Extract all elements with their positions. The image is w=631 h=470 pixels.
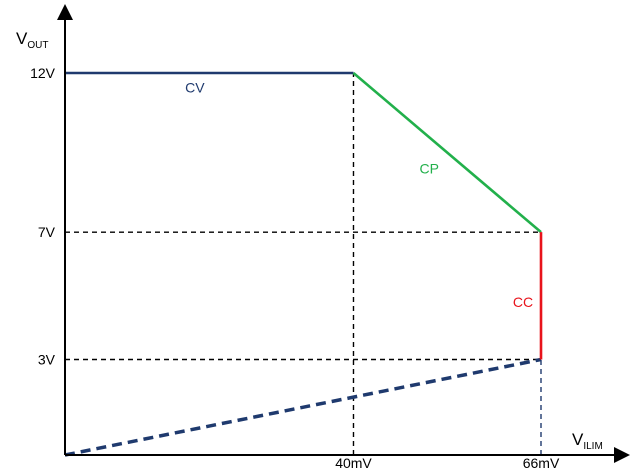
- y-axis-title-sub: OUT: [27, 40, 48, 51]
- x-tick-label-66: 66mV: [523, 455, 560, 470]
- x-tick-label-40: 40mV: [335, 455, 372, 470]
- y-tick-label-7: 7V: [38, 224, 56, 240]
- y-axis-title: VOUT: [16, 29, 48, 51]
- segment-label-cc: CC: [513, 294, 533, 310]
- y-tick-labels: 3V 7V 12V: [30, 65, 56, 368]
- x-tick-labels: 40mV 66mV: [335, 455, 560, 470]
- x-axis-title-main: V: [572, 430, 584, 449]
- y-tick-label-12: 12V: [30, 65, 56, 81]
- y-tick-label-3: 3V: [38, 352, 56, 368]
- dashed-line: [64, 357, 542, 457]
- guide-lines: [65, 73, 542, 455]
- segment-label-cp: CP: [419, 161, 438, 177]
- x-axis-title: VILIM: [572, 430, 603, 452]
- segment-label-cv: CV: [185, 79, 205, 95]
- segment-lines: [65, 71, 543, 360]
- dashed-line-group: [64, 357, 542, 457]
- y-axis-title-main: V: [16, 29, 28, 48]
- segment-cp: [352, 72, 542, 234]
- segment-labels: CV CP CC: [185, 79, 533, 310]
- x-axis-title-sub: ILIM: [583, 441, 602, 452]
